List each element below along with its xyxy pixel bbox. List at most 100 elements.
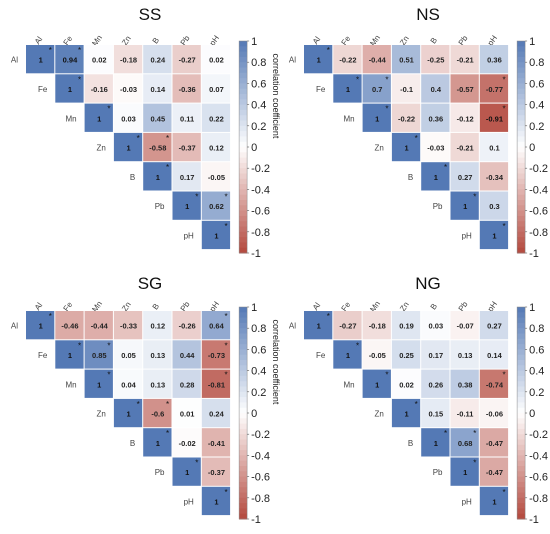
significance-mark: * (225, 371, 228, 380)
colorbar-segment (517, 354, 526, 361)
heatmap-cell (143, 340, 172, 369)
cell-value-label: 0.36 (429, 114, 444, 123)
colorbar-segment (517, 466, 526, 472)
heatmap-cell (333, 74, 362, 103)
colorbar-tick-label: -0.2 (529, 429, 548, 441)
column-label: Al (311, 301, 323, 312)
heatmap-cell (479, 340, 509, 369)
heatmap-cell (333, 311, 362, 340)
heatmap-cell (201, 103, 231, 132)
heatmap-cell (172, 428, 201, 457)
heatmap-cell (304, 45, 333, 74)
cell-value-label: 0.12 (151, 322, 166, 331)
colorbar-tick-label: 0.4 (529, 366, 544, 378)
cell-value-label: -0.41 (208, 439, 225, 448)
colorbar-segment (239, 434, 248, 440)
heatmap-cell (84, 311, 113, 340)
significance-mark: * (166, 400, 169, 409)
colorbar-segment (517, 307, 526, 313)
heatmap-cell (450, 103, 479, 132)
heatmap-cell (84, 103, 113, 132)
heatmap-cell (479, 457, 509, 486)
cell-value-label: 0.14 (487, 351, 502, 360)
heatmap-cell (201, 457, 231, 486)
heatmap-cell (421, 428, 450, 457)
cell-value-label: 0.51 (399, 56, 414, 65)
cell-value-label: 0.25 (399, 351, 414, 360)
significance-mark: * (473, 429, 476, 438)
colorbar-tick-label: -0.6 (529, 472, 548, 484)
row-label: Pb (155, 468, 165, 477)
cell-value-label: -0.36 (179, 85, 196, 94)
significance-mark: * (107, 371, 110, 380)
cell-value-label: 1 (68, 351, 72, 360)
colorbar-segment (239, 88, 248, 95)
colorbar-tick-label: 0.8 (251, 57, 266, 69)
cell-value-label: 1 (492, 497, 496, 506)
significance-mark: * (473, 193, 476, 202)
colorbar-segment (517, 136, 526, 143)
heatmap-cell (143, 74, 172, 103)
heatmap-cell (450, 162, 479, 191)
cell-value-label: 0.85 (92, 351, 107, 360)
significance-mark: * (166, 429, 169, 438)
cell-value-label: -0.47 (486, 439, 503, 448)
heatmap-cell (201, 398, 231, 428)
colorbar-segment (239, 72, 248, 79)
colorbar-segment (517, 83, 526, 90)
cell-value-label: 0.28 (180, 380, 195, 389)
colorbar-segment (517, 402, 526, 409)
colorbar-segment (517, 226, 526, 233)
heatmap-cell (479, 45, 509, 74)
colorbar-segment (239, 231, 248, 238)
colorbar-segment (239, 508, 248, 515)
row-label: Al (11, 56, 18, 65)
heatmap-cell (113, 340, 143, 369)
colorbar-tick-label: 0.4 (529, 100, 544, 112)
colorbar-segment (239, 471, 248, 478)
colorbar-segment (239, 115, 248, 121)
colorbar-segment (239, 109, 248, 116)
cell-value-label: -0.16 (91, 85, 108, 94)
colorbar-segment (517, 115, 526, 121)
colorbar-segment (239, 51, 248, 58)
colorbar-segment (239, 104, 248, 111)
cell-value-label: -0.07 (457, 322, 474, 331)
colorbar-segment (517, 476, 526, 483)
cell-value-label: 0.17 (429, 351, 444, 360)
significance-mark: * (225, 193, 228, 202)
cell-value-label: -0.22 (339, 56, 356, 65)
colorbar-segment (239, 67, 248, 74)
colorbar-segment (239, 205, 248, 212)
row-label: Zn (375, 410, 384, 419)
significance-mark: * (78, 341, 81, 350)
cell-value-label: -0.22 (398, 114, 415, 123)
heatmap-cell (113, 398, 143, 428)
significance-mark: * (415, 134, 418, 143)
heatmap-cell (113, 45, 143, 74)
colorbar-segment (517, 173, 526, 180)
heatmap-cell (391, 132, 421, 162)
colorbar-tick-label: 0.6 (529, 344, 544, 356)
colorbar-segment (517, 386, 526, 393)
colorbar-segment (517, 370, 526, 377)
cell-value-label: 0.24 (151, 56, 166, 65)
cell-value-label: 0.15 (429, 410, 444, 419)
heatmap-cell (479, 191, 509, 220)
significance-mark: * (473, 459, 476, 468)
heatmap-cell (55, 340, 84, 369)
heatmap-cell (143, 162, 172, 191)
heatmap-cell (113, 74, 143, 103)
heatmap-cell (172, 457, 201, 486)
colorbar-segment (239, 312, 248, 319)
colorbar-segment (517, 428, 526, 435)
colorbar-segment (517, 200, 526, 206)
cell-value-label: 0.1 (489, 144, 499, 153)
colorbar-tick-label: 0.8 (251, 323, 266, 335)
colorbar-segment (239, 242, 248, 249)
colorbar-tick-label: -0.6 (251, 472, 270, 484)
heatmap-cell (143, 132, 172, 162)
colorbar-tick-label: -0.8 (251, 493, 270, 505)
colorbar-segment (239, 513, 248, 520)
heatmap-cell (421, 369, 450, 398)
